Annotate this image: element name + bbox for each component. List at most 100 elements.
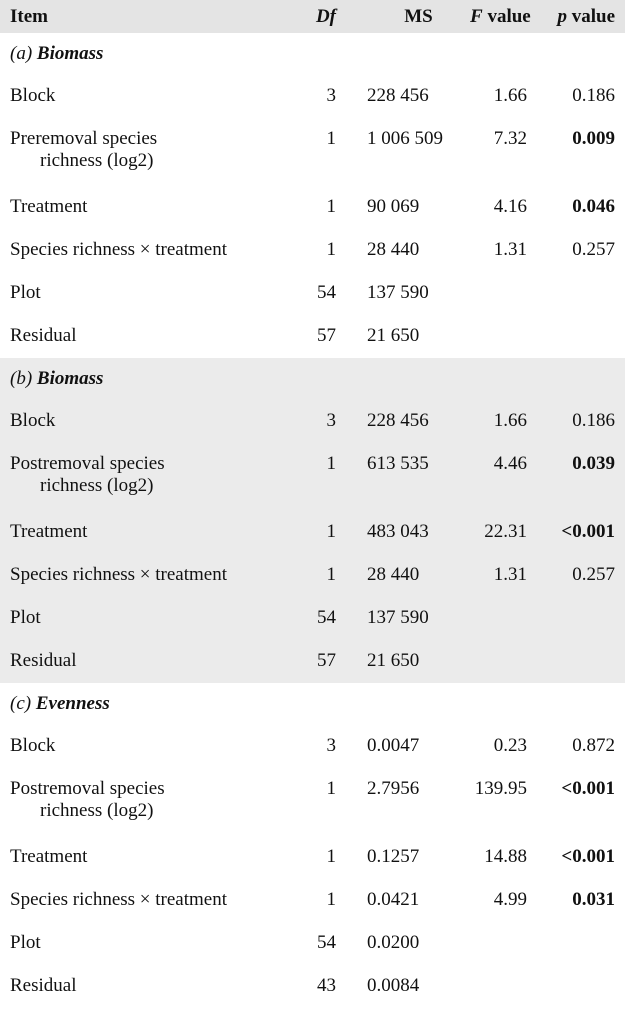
p-cell: 0.872 <box>530 725 625 768</box>
item-cell: Block <box>0 725 300 768</box>
data-row: Postremoval species richness (log2) 1 2.795… <box>0 768 625 836</box>
item-text: Residual <box>10 650 77 671</box>
section-cell: (c) Evenness <box>0 683 625 725</box>
p-value: 0.046 <box>572 196 615 217</box>
df-cell: 1 <box>300 229 340 272</box>
f-cell: 14.88 <box>470 836 530 879</box>
p-value: 0.257 <box>572 239 615 260</box>
df-cell: 1 <box>300 118 340 186</box>
item-text: Species richness × treatment <box>10 564 228 585</box>
data-row: Species richness × treatment 1 0.0421 4.99 0… <box>0 879 625 922</box>
p-cell <box>530 597 625 640</box>
data-row: Treatment 1 483 043 22.31 <0.001 <box>0 511 625 554</box>
item-text: Treatment <box>10 846 88 867</box>
ms-value: 137 590 <box>367 282 429 303</box>
f-cell <box>470 922 530 965</box>
df-value: 54 <box>317 607 336 628</box>
ms-cell: 613 535 <box>340 443 470 511</box>
ms-cell: 228 456 <box>340 400 470 443</box>
item-text: Block <box>10 735 56 756</box>
item-text: Treatment <box>10 521 88 542</box>
header-text: p value <box>557 5 615 27</box>
item-cell: Plot <box>0 922 300 965</box>
item-cell: Treatment <box>0 511 300 554</box>
item-text: Plot <box>10 932 41 953</box>
ms-cell: 483 043 <box>340 511 470 554</box>
item-text: Treatment <box>10 196 88 217</box>
ms-cell: 0.0047 <box>340 725 470 768</box>
f-cell: 7.32 <box>470 118 530 186</box>
header-cell: MS <box>404 5 433 27</box>
data-row: Block 3 0.0047 0.23 0.872 <box>0 725 625 768</box>
ms-value: 21 650 <box>367 325 420 346</box>
section-label: (b) <box>10 368 33 389</box>
section-title: Evenness <box>35 693 110 714</box>
section-row: (c) Evenness <box>0 683 625 725</box>
header-cell: Df <box>315 5 336 27</box>
section-title: Biomass <box>36 368 104 389</box>
item-text: Species richness × treatment <box>10 239 228 260</box>
item-text: Block <box>10 85 56 106</box>
f-value: 14.88 <box>484 846 527 867</box>
p-value: <0.001 <box>561 778 615 799</box>
df-cell: 54 <box>300 597 340 640</box>
df-cell: 57 <box>300 640 340 683</box>
p-cell: 0.186 <box>530 75 625 118</box>
header-cell: Item <box>10 5 48 27</box>
ms-value: 28 440 <box>367 564 420 585</box>
item-line: richness (log2) <box>40 475 154 496</box>
item-cell: Treatment <box>0 186 300 229</box>
data-row: Preremoval species richness (log2) 1 1 006 … <box>0 118 625 186</box>
p-value: 0.186 <box>572 85 615 106</box>
ms-value: 137 590 <box>367 607 429 628</box>
item-cell: Plot <box>0 597 300 640</box>
df-value: 3 <box>326 85 337 106</box>
df-cell: 1 <box>300 511 340 554</box>
f-value: 4.16 <box>493 196 527 217</box>
ms-cell: 0.0421 <box>340 879 470 922</box>
ms-cell: 28 440 <box>340 229 470 272</box>
f-value: 7.32 <box>493 128 527 149</box>
df-value: 54 <box>317 932 336 953</box>
p-value: <0.001 <box>561 846 615 867</box>
item-text: Residual <box>10 975 77 996</box>
data-row: Block 3 228 456 1.66 0.186 <box>0 75 625 118</box>
table-header: Item Df MS F value p value <box>0 0 625 33</box>
p-cell: <0.001 <box>530 836 625 879</box>
item-cell: Residual <box>0 315 300 358</box>
header-cell: p value <box>530 0 625 33</box>
p-cell <box>530 965 625 1008</box>
item-cell: Preremoval species richness (log2) <box>0 118 300 186</box>
f-value: 1.31 <box>493 564 527 585</box>
ms-value: 0.1257 <box>367 846 420 867</box>
p-cell: 0.039 <box>530 443 625 511</box>
p-cell: 0.009 <box>530 118 625 186</box>
f-cell: 1.31 <box>470 554 530 597</box>
df-cell: 54 <box>300 272 340 315</box>
ms-value: 1 006 509 <box>367 128 443 149</box>
f-cell: 1.31 <box>470 229 530 272</box>
f-value: 139.95 <box>474 778 527 799</box>
p-cell: <0.001 <box>530 768 625 836</box>
item-cell: Treatment <box>0 836 300 879</box>
p-cell: 0.257 <box>530 554 625 597</box>
item-line: richness (log2) <box>40 800 154 821</box>
f-cell <box>470 272 530 315</box>
df-cell: 1 <box>300 554 340 597</box>
f-value: 1.66 <box>493 410 527 431</box>
df-value: 43 <box>317 975 336 996</box>
header-row: Item Df MS F value p value <box>0 0 625 33</box>
df-value: 54 <box>317 282 336 303</box>
f-cell: 1.66 <box>470 400 530 443</box>
f-value: 22.31 <box>484 521 527 542</box>
df-value: 1 <box>326 239 337 260</box>
item-text: Residual <box>10 325 77 346</box>
section-cell: (b) Biomass <box>0 358 625 400</box>
p-value: 0.039 <box>572 453 615 474</box>
p-cell: 0.257 <box>530 229 625 272</box>
item-line: Postremoval species <box>10 778 165 799</box>
data-row: Treatment 1 90 069 4.16 0.046 <box>0 186 625 229</box>
df-cell: 1 <box>300 443 340 511</box>
p-value: 0.031 <box>572 889 615 910</box>
ms-cell: 90 069 <box>340 186 470 229</box>
